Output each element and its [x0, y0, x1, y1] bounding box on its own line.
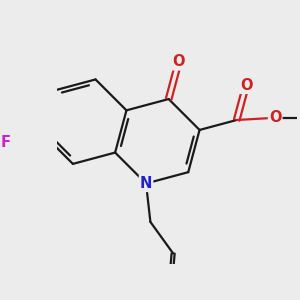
Text: F: F: [1, 135, 11, 150]
Text: O: O: [269, 110, 281, 125]
Text: N: N: [140, 176, 152, 191]
Text: O: O: [240, 78, 252, 93]
Text: O: O: [172, 54, 185, 69]
